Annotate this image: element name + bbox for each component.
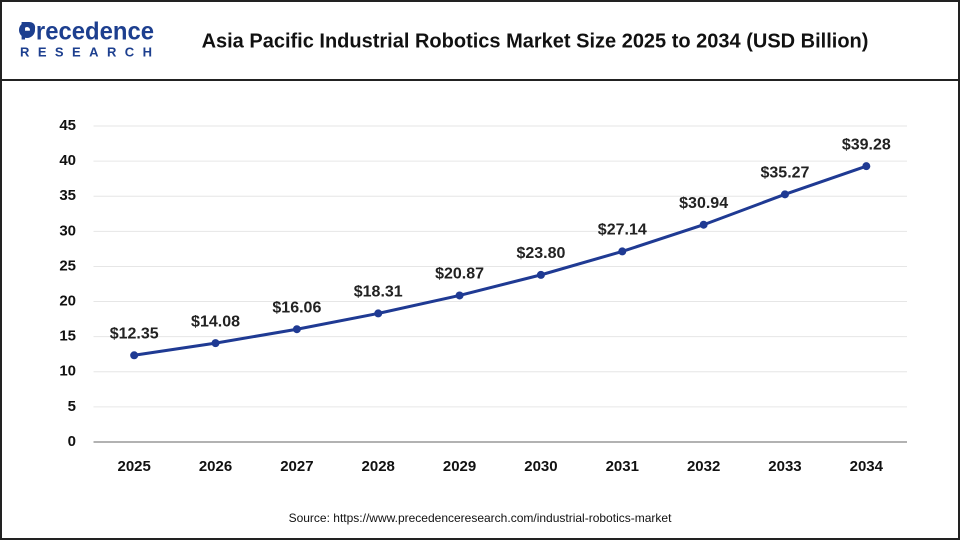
value-label: $39.28 xyxy=(842,136,891,153)
y-tick-label: 40 xyxy=(59,152,76,169)
y-tick-label: 35 xyxy=(59,187,76,204)
x-tick-label: 2031 xyxy=(606,458,639,475)
x-tick-label: 2028 xyxy=(362,458,395,475)
point xyxy=(130,351,139,360)
value-label: $23.80 xyxy=(516,245,565,262)
y-tick-label: 20 xyxy=(59,293,76,310)
logo-icon-dot xyxy=(24,27,30,33)
x-tick-label: 2029 xyxy=(443,458,476,475)
x-tick-label: 2026 xyxy=(199,458,232,475)
logo-name: Precedence xyxy=(20,18,154,46)
y-tick-label: 10 xyxy=(59,363,76,380)
value-label: $14.08 xyxy=(191,313,240,330)
x-tick-label: 2027 xyxy=(280,458,313,475)
x-tick-label: 2030 xyxy=(524,458,557,475)
point xyxy=(618,247,627,256)
point xyxy=(374,309,383,318)
point xyxy=(862,162,871,171)
y-tick-label: 15 xyxy=(59,328,76,345)
source: Source: https://www.precedenceresearch.c… xyxy=(289,511,672,525)
point xyxy=(211,339,220,348)
x-tick-label: 2034 xyxy=(850,458,884,475)
value-label: $12.35 xyxy=(110,325,159,342)
y-tick-label: 25 xyxy=(59,257,76,274)
x-tick-label: 2032 xyxy=(687,458,720,475)
value-label: $30.94 xyxy=(679,195,728,212)
y-tick-label: 45 xyxy=(59,117,76,134)
x-tick-label: 2025 xyxy=(117,458,150,475)
value-label: $20.87 xyxy=(435,266,484,283)
y-tick-label: 5 xyxy=(68,398,76,415)
value-label: $27.14 xyxy=(598,222,647,239)
point xyxy=(455,291,464,300)
y-tick-label: 30 xyxy=(59,222,76,239)
line xyxy=(133,164,867,357)
value-label: $35.27 xyxy=(761,165,810,182)
x-tick-label: 2033 xyxy=(768,458,801,475)
point xyxy=(780,190,789,199)
point xyxy=(292,325,301,334)
value-label: $16.06 xyxy=(272,299,321,316)
point xyxy=(699,220,708,229)
point xyxy=(536,270,545,279)
y-tick-label: 0 xyxy=(68,433,76,450)
chart-title: Asia Pacific Industrial Robotics Market … xyxy=(202,30,869,52)
value-label: $18.31 xyxy=(354,284,403,301)
